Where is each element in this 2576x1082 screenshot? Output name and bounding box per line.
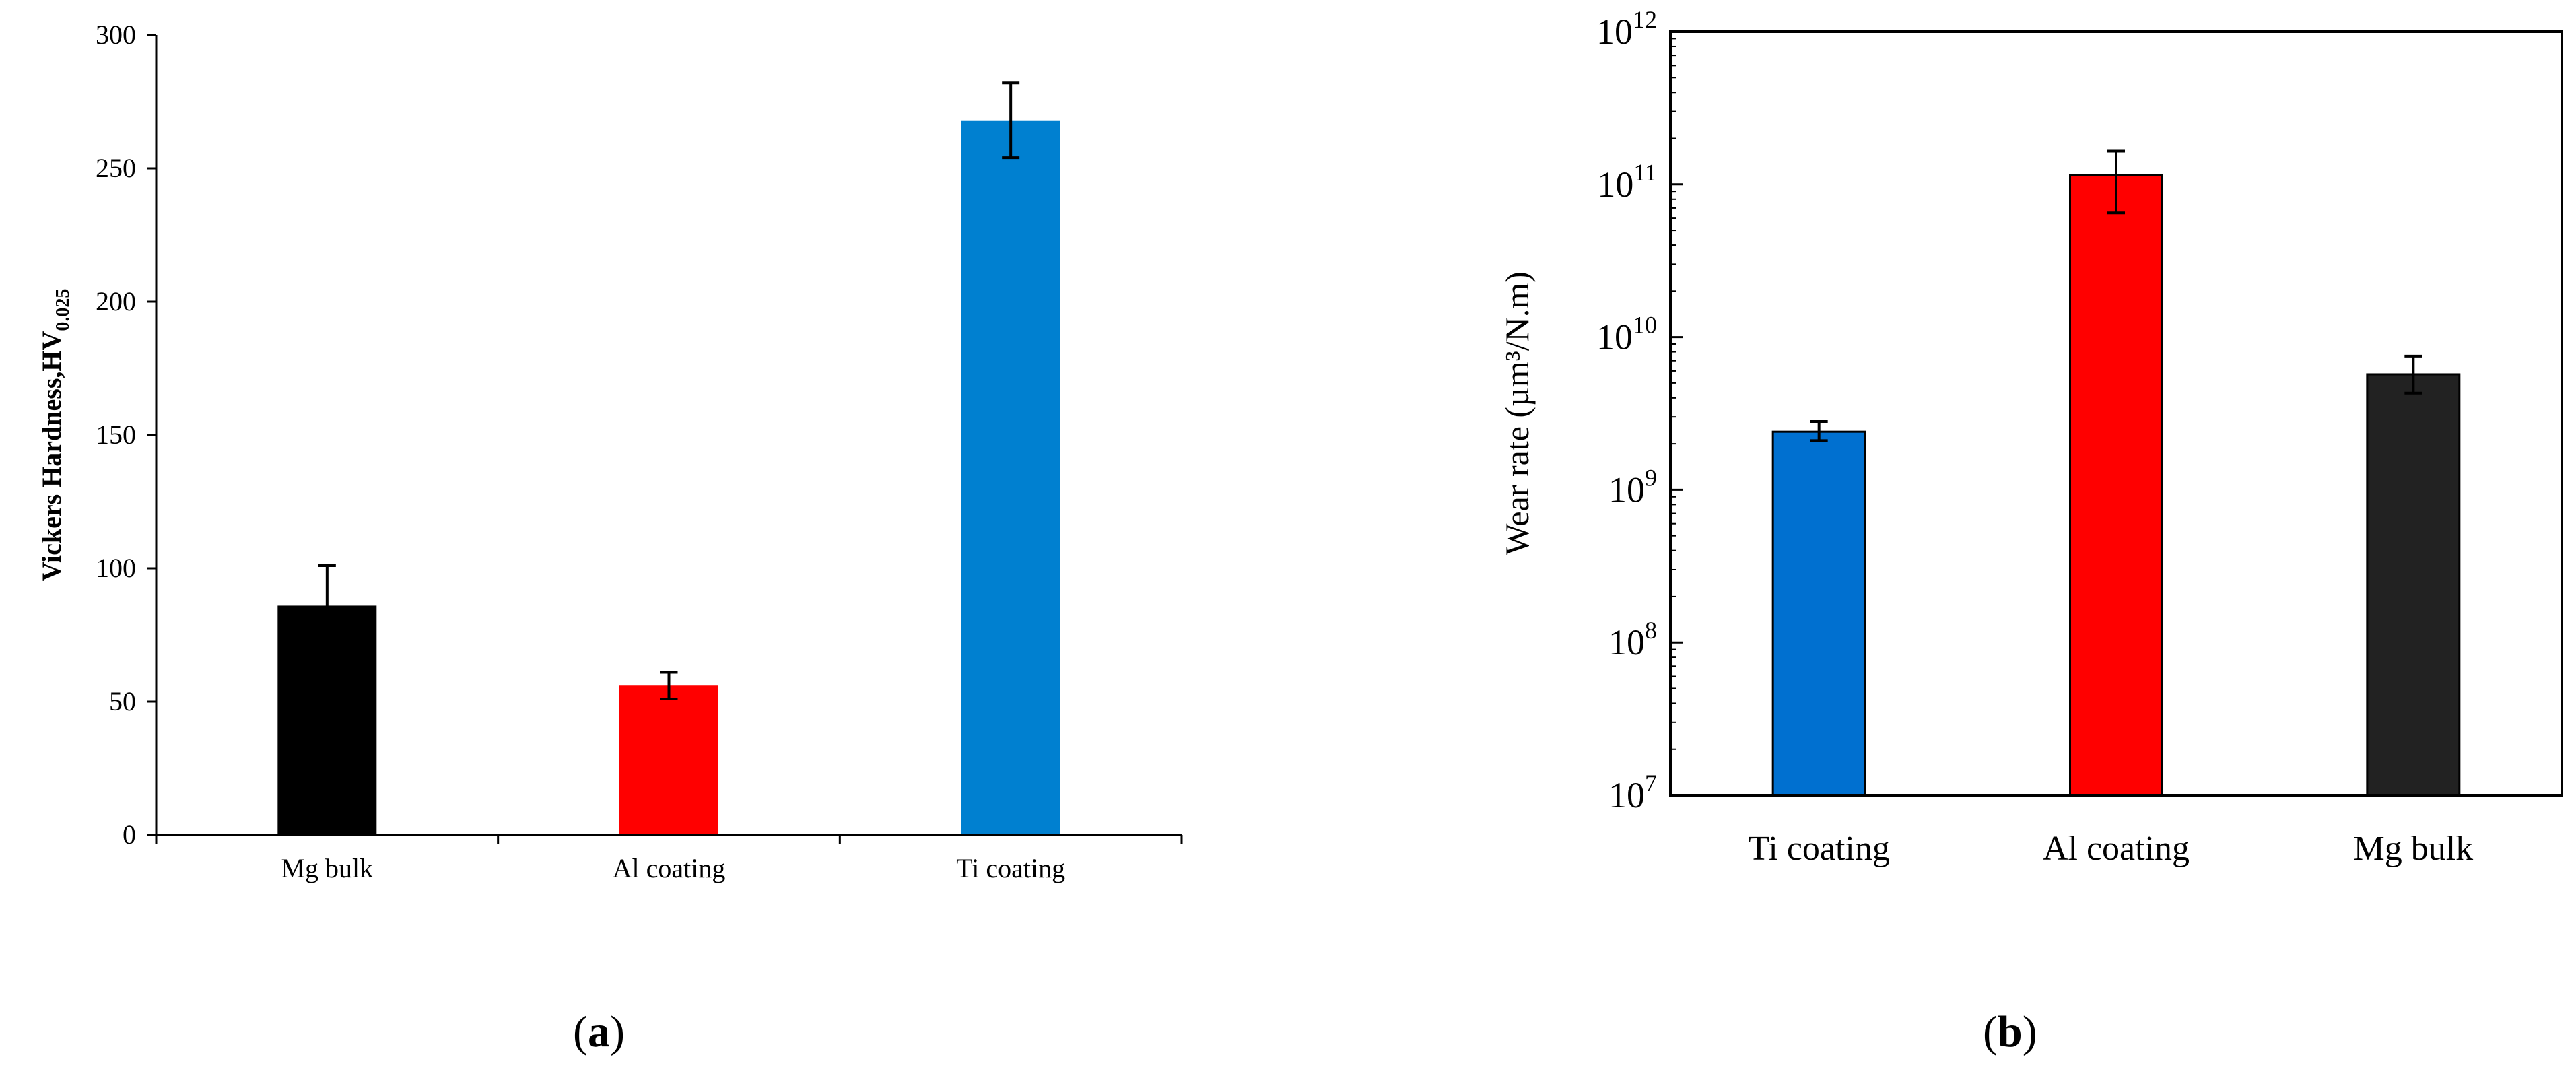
b-y-tick-label-4: 1011 [1597, 159, 1657, 205]
a-y-tick-label-0: 0 [123, 819, 136, 850]
b-y-tick-label-5: 1012 [1596, 6, 1657, 52]
b-bar-1 [2069, 174, 2163, 797]
b-x-tick-label-2: Mg bulk [2353, 830, 2473, 868]
a-bar-1 [619, 685, 718, 835]
chart-a: 0 50 100 150 200 250 300 Mg bulk Al coating Ti c… [36, 20, 1183, 883]
b-x-tick-label-1: Al coating [2043, 830, 2190, 868]
chart-b: 107 108 109 1010 1011 1012 Ti coating Al coati… [1498, 6, 2563, 868]
a-x-tick-label-2: Ti coating [956, 853, 1065, 883]
b-x-tick-label-0: Ti coating [1748, 830, 1889, 868]
a-y-axis-label: Vickers Hardness,HV0.025 [36, 289, 73, 582]
b-y-tick-label-0: 107 [1608, 770, 1657, 815]
b-y-axis-label: Wear rate (µm³/N.m) [1498, 271, 1536, 555]
a-y-tick-label-6: 300 [96, 20, 136, 50]
a-y-tick-label-3: 150 [96, 419, 136, 450]
a-y-tick-label-5: 250 [96, 153, 136, 183]
panel-label-a: (a) [573, 1007, 625, 1056]
b-bar-2 [2366, 373, 2461, 797]
a-bar-2 [961, 120, 1060, 836]
b-bar-0 [1771, 430, 1866, 797]
b-y-tick-label-1: 108 [1608, 617, 1657, 663]
a-y-tick-label-1: 50 [109, 686, 136, 716]
a-y-tick-label-2: 100 [96, 553, 136, 583]
a-x-tick-label-1: Al coating [613, 853, 726, 883]
b-y-tick-label-3: 1010 [1596, 312, 1657, 358]
a-x-tick-label-0: Mg bulk [281, 853, 373, 883]
b-y-tick-label-2: 109 [1608, 464, 1657, 510]
a-y-tick-label-4: 200 [96, 286, 136, 316]
panel-label-b: (b) [1983, 1007, 2037, 1056]
